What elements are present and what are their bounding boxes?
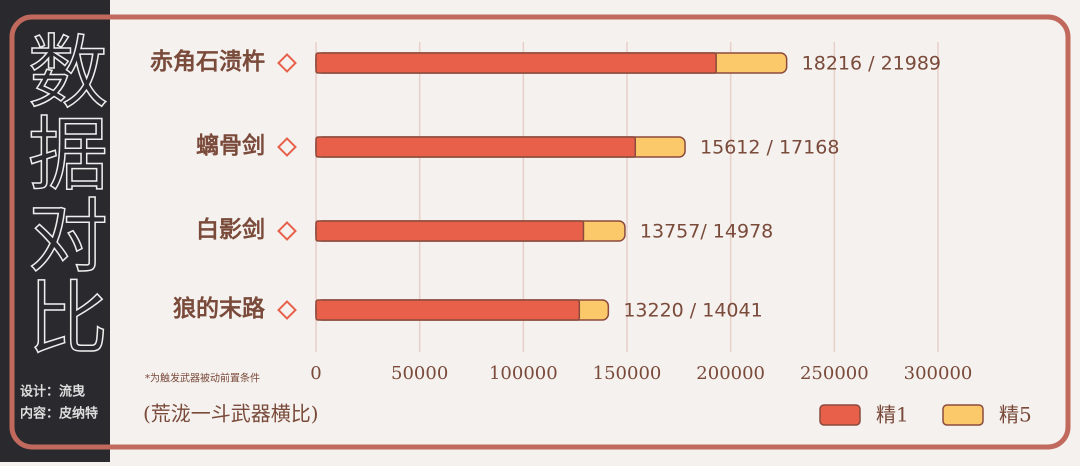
- bar-label: 13757/ 14978: [640, 221, 773, 243]
- bar-label: 13220 / 14041: [623, 300, 762, 322]
- diamond-icon: [277, 137, 297, 157]
- side-title-text: 数据对比: [15, 30, 108, 358]
- category-label: 白影剑: [196, 216, 265, 243]
- credit: 设计：流曳: [20, 384, 85, 400]
- x-tick-label: 50000: [391, 363, 448, 384]
- x-tick-label: 0: [310, 363, 321, 384]
- credit: 内容：皮纳特: [20, 406, 98, 422]
- category-label: 赤角石溃杵: [150, 48, 265, 75]
- diamond-icon: [277, 53, 297, 73]
- footnote: *为触发武器被动前置条件: [145, 372, 260, 385]
- bar: [315, 136, 637, 158]
- legend-label: 精1: [876, 403, 909, 427]
- diamond-icon: [277, 221, 297, 241]
- x-tick-label: 150000: [593, 363, 662, 384]
- bar: [315, 220, 585, 242]
- caption: (荒泷一斗武器横比): [143, 402, 319, 426]
- x-tick-label: 200000: [696, 363, 765, 384]
- side-title: 数据对比: [14, 29, 109, 359]
- bar-label: 15612 / 17168: [700, 137, 839, 159]
- frame: [9, 14, 1071, 450]
- legend-swatch: [819, 404, 861, 426]
- x-tick-label: 100000: [489, 363, 558, 384]
- bar: [315, 299, 581, 321]
- bar-label: 18216 / 21989: [802, 53, 941, 75]
- category-label: 螭骨剑: [196, 132, 265, 159]
- bar: [315, 52, 717, 74]
- chart: 0 50000 100000 150000 200000 250000 300000 赤角石溃…: [150, 42, 1032, 427]
- legend-label: 精5: [999, 403, 1032, 427]
- diamond-icon: [277, 300, 297, 320]
- side-panel: [0, 0, 110, 462]
- legend-swatch: [942, 404, 984, 426]
- x-tick-label: 250000: [800, 363, 869, 384]
- category-label: 狼的末路: [173, 295, 266, 322]
- x-tick-label: 300000: [904, 363, 973, 384]
